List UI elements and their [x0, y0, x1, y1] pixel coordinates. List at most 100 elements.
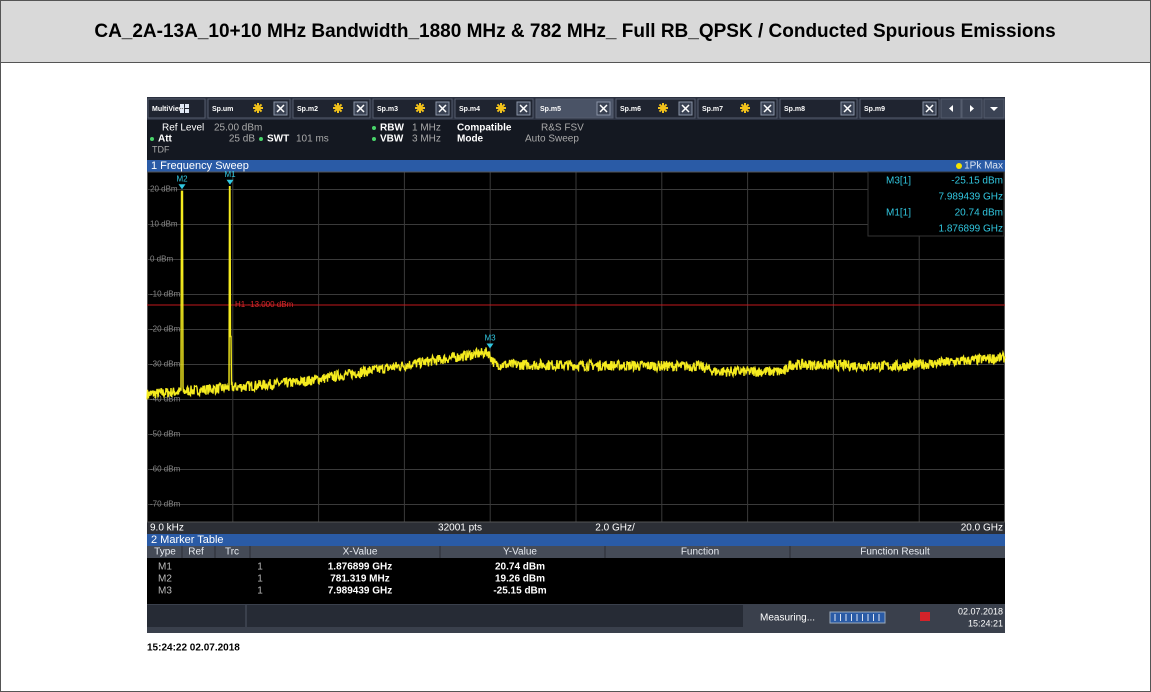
star-icon: [253, 103, 263, 113]
marker-label: M2: [176, 174, 188, 183]
setting-value: Auto Sweep: [525, 134, 579, 145]
table-cell: 1: [257, 562, 263, 573]
limit-label: H1 -13.000 dBm: [235, 300, 294, 309]
readout-box: [867, 171, 1005, 237]
span: 2.0 GHz/: [595, 523, 635, 534]
table-cell: 20.74 dBm: [495, 562, 545, 573]
star-icon: [415, 103, 425, 113]
marker-table-bar: [147, 534, 1005, 546]
table-cell: 7.989439 GHz: [328, 586, 393, 597]
setting-label: Ref Level: [162, 123, 204, 134]
sweep-title: 1 Frequency Sweep: [151, 160, 249, 172]
marker-label: M1: [224, 170, 236, 179]
header-band: [0, 0, 1151, 63]
tab-label: Sp.m5: [540, 106, 561, 113]
tab-label: MultiView: [152, 106, 185, 113]
readout-marker: M3[1]: [886, 176, 911, 187]
readout-freq: 7.989439 GHz: [939, 192, 1004, 203]
table-cell: M2: [158, 574, 172, 585]
status-time: 15:24:21: [968, 618, 1003, 628]
tab[interactable]: [779, 98, 858, 119]
tab[interactable]: [292, 98, 371, 119]
close-x: [599, 104, 608, 113]
tab-label: Sp.m7: [702, 106, 723, 113]
tab[interactable]: [615, 98, 696, 119]
layout-icon: [180, 109, 184, 113]
star-icon: [658, 103, 668, 113]
star-icon: [496, 103, 506, 113]
nav-arrow: [970, 105, 974, 112]
tab[interactable]: [372, 98, 453, 119]
setting-label: RBW: [380, 123, 404, 134]
points: 32001 pts: [438, 523, 482, 534]
column-header: Function: [681, 547, 719, 558]
readout-freq: 1.876899 GHz: [939, 224, 1004, 235]
table-cell: 1: [257, 574, 263, 585]
dot: [150, 137, 154, 141]
setting-value: 3 MHz: [412, 134, 441, 145]
table-cell: 1.876899 GHz: [328, 562, 393, 573]
axis-bar: [147, 522, 1005, 534]
marker-triangle: [226, 179, 234, 185]
nav-arrow: [949, 105, 953, 112]
marker-triangle: [178, 184, 186, 190]
tab[interactable]: [147, 98, 206, 119]
title: CA_2A-13A_10+10 MHz Bandwidth_1880 MHz &…: [94, 21, 1055, 42]
y-label: 0 dBm: [150, 255, 173, 264]
setting-label: Att: [158, 134, 173, 145]
dot: [372, 137, 376, 141]
y-label: -60 dBm: [150, 465, 181, 474]
tab-label: Sp.m4: [459, 106, 480, 113]
y-label: -70 dBm: [150, 500, 181, 509]
readout-level: 20.74 dBm: [955, 208, 1003, 219]
y-label: 10 dBm: [150, 220, 178, 229]
setting-label: Compatible: [457, 123, 512, 134]
layout-icon: [185, 104, 189, 108]
column-header: Ref: [188, 547, 204, 558]
marker-label: M3: [484, 334, 496, 343]
tab-label: Sp.m6: [620, 106, 641, 113]
trace-dot: [956, 163, 962, 169]
nav-arrow: [990, 107, 998, 111]
setting-value: 101 ms: [296, 134, 329, 145]
close-x: [843, 104, 852, 113]
tab[interactable]: [454, 98, 534, 119]
setting-label: VBW: [380, 134, 404, 145]
table-cell: 1: [257, 586, 263, 597]
star-icon: [740, 103, 750, 113]
status-panel: [247, 605, 743, 627]
y-label: 20 dBm: [150, 185, 178, 194]
setting-label: TDF: [152, 144, 170, 154]
trace: [146, 186, 1006, 400]
setting-value: 25.00 dBm: [214, 123, 262, 134]
column-header: Type: [154, 547, 176, 558]
layout-icon: [180, 104, 184, 108]
readout-marker: M1[1]: [886, 208, 911, 219]
sweep-title-bar: [147, 160, 1005, 172]
tab-label: Sp.m9: [864, 106, 885, 113]
y-label: -40 dBm: [150, 395, 181, 404]
close-x: [519, 104, 528, 113]
tab[interactable]: [697, 98, 778, 119]
y-label: -30 dBm: [150, 360, 181, 369]
dot: [372, 126, 376, 130]
setting-value: 25 dB: [229, 134, 255, 145]
status-text: Measuring...: [760, 613, 815, 624]
marker-triangle: [486, 343, 494, 349]
tab[interactable]: [859, 98, 940, 119]
column-header: Y-Value: [503, 547, 537, 558]
tab[interactable]: [207, 98, 291, 119]
tab[interactable]: [535, 98, 614, 119]
y-label: -50 dBm: [150, 430, 181, 439]
readout-level: -25.15 dBm: [951, 176, 1003, 187]
setting-value: R&S FSV: [541, 123, 584, 134]
timestamp: 15:24:22 02.07.2018: [147, 643, 240, 654]
close-x: [925, 104, 934, 113]
tab-label: Sp.m3: [377, 106, 398, 113]
table-cell: M1: [158, 562, 172, 573]
setting-label: SWT: [267, 134, 289, 145]
table-cell: M3: [158, 586, 172, 597]
close-x: [438, 104, 447, 113]
start-freq: 9.0 kHz: [150, 523, 184, 534]
